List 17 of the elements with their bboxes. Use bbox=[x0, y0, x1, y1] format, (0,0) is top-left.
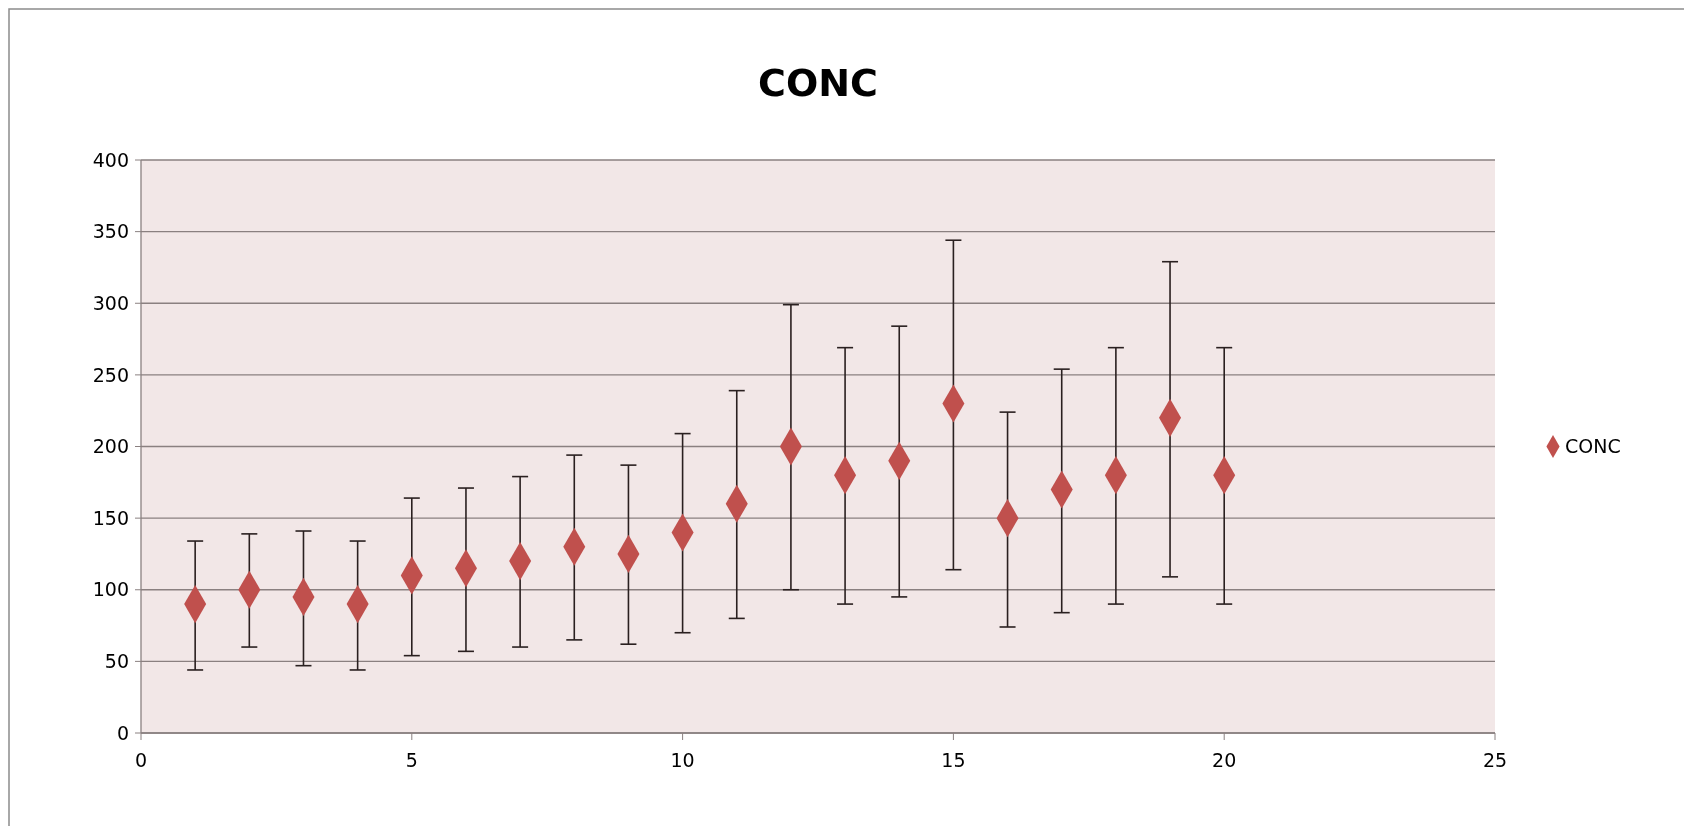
y-tick-label: 150 bbox=[92, 506, 129, 529]
legend-label: CONC bbox=[1565, 435, 1621, 458]
chart-title: CONC bbox=[758, 61, 878, 105]
x-tick-label: 5 bbox=[405, 749, 418, 771]
x-tick-label: 15 bbox=[941, 749, 966, 771]
y-tick-label: 200 bbox=[92, 435, 129, 458]
y-tick-label: 100 bbox=[92, 578, 129, 601]
x-tick-label: 0 bbox=[134, 749, 148, 771]
y-tick-label: 400 bbox=[92, 148, 129, 171]
x-tick-label: 20 bbox=[1212, 749, 1237, 771]
y-tick-label: 350 bbox=[92, 220, 129, 243]
x-tick-label: 10 bbox=[670, 749, 695, 771]
y-tick-label: 50 bbox=[104, 650, 129, 673]
x-tick-label: 25 bbox=[1482, 749, 1508, 771]
y-tick-label: 300 bbox=[92, 291, 129, 314]
y-tick-label: 250 bbox=[92, 363, 129, 386]
y-tick-label: 0 bbox=[116, 721, 129, 744]
